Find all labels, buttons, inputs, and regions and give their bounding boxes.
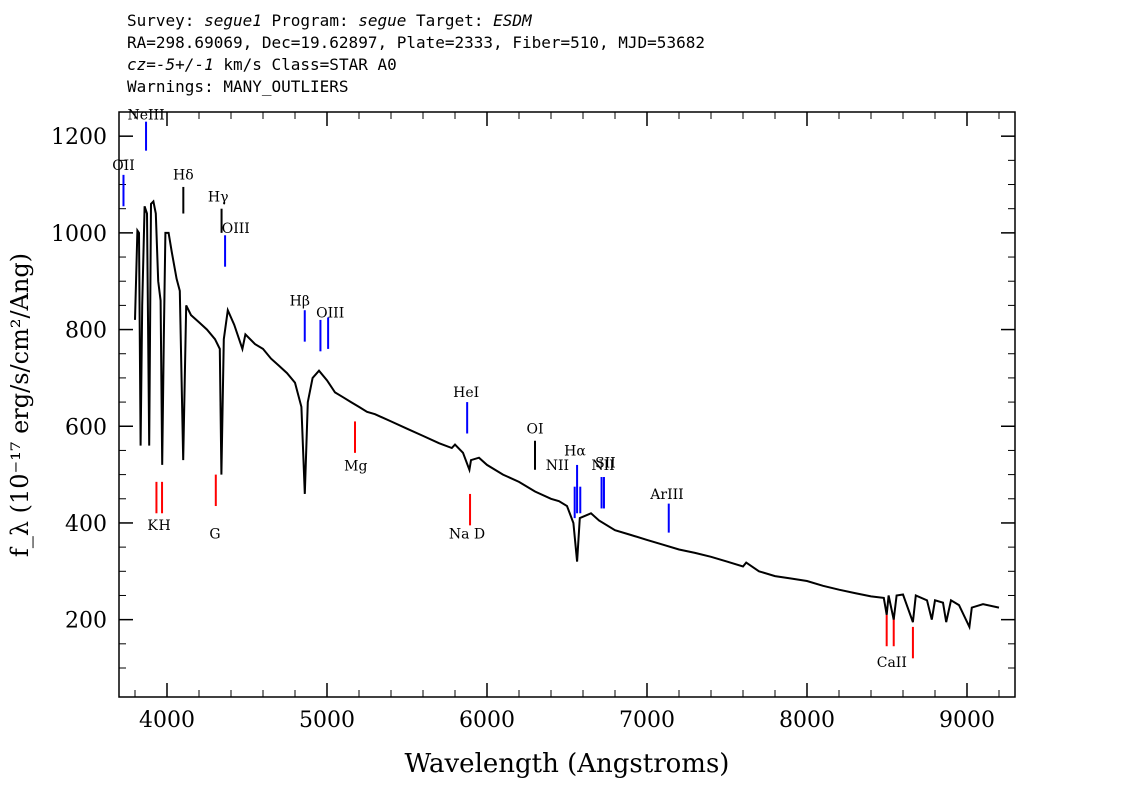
- header-line-survey: Survey: segue1 Program: segue Target: ES…: [127, 10, 705, 32]
- line-marker-label: K: [147, 518, 158, 534]
- line-marker-label: OIII: [316, 305, 344, 321]
- y-tick-label: 1000: [51, 222, 107, 247]
- line-marker-label: Hβ: [290, 293, 310, 309]
- line-marker-label: OIII: [222, 221, 250, 237]
- line-marker-label: Mg: [344, 459, 367, 475]
- y-tick-label: 600: [65, 415, 107, 440]
- header-line-warnings: Warnings: MANY_OUTLIERS: [127, 77, 349, 96]
- y-tick-label: 400: [65, 512, 107, 537]
- program-value: segue: [358, 11, 407, 30]
- y-tick-label: 200: [65, 609, 107, 634]
- line-marker-label: SII: [595, 455, 616, 471]
- line-marker-label: CaII: [877, 655, 907, 671]
- spectrum-line: [134, 199, 1000, 631]
- line-marker-label: NeIII: [127, 107, 164, 123]
- spectrum-header: Survey: segue1 Program: segue Target: ES…: [127, 10, 705, 98]
- line-marker-label: NII: [546, 458, 569, 474]
- x-tick-label: 4000: [139, 708, 195, 733]
- survey-label: Survey:: [127, 11, 195, 30]
- line-marker-label: G: [209, 526, 220, 542]
- line-marker-label: Hδ: [173, 168, 194, 184]
- target-value: ESDM: [493, 11, 532, 30]
- line-marker-label: OII: [112, 158, 135, 174]
- x-tick-label: 6000: [459, 708, 515, 733]
- line-marker-label: ArIII: [649, 487, 683, 503]
- cz-value: -5+/-1: [155, 55, 214, 74]
- x-tick-label: 5000: [299, 708, 355, 733]
- line-marker-label: Hγ: [208, 189, 229, 205]
- line-marker-label: NII: [591, 458, 614, 474]
- y-tick-label: 800: [65, 319, 107, 344]
- x-tick-label: 9000: [939, 708, 995, 733]
- line-marker-label: Na D: [449, 526, 485, 542]
- y-tick-label: 1200: [51, 125, 107, 150]
- axis-ticks: 4000 5000 6000 7000 8000 9000 200 400 600 800 1000…: [51, 112, 1015, 733]
- x-axis-label: Wavelength (Angstroms): [405, 749, 730, 779]
- cz-unit-class: km/s Class=STAR A0: [223, 55, 397, 74]
- line-marker-label: Hα: [564, 443, 586, 459]
- x-tick-label: 7000: [619, 708, 675, 733]
- plot-frame: [118, 111, 1016, 698]
- survey-value: segue1: [204, 11, 262, 30]
- line-marker-label: H: [158, 518, 170, 534]
- header-line-coords: RA=298.69069, Dec=19.62897, Plate=2333, …: [127, 33, 705, 52]
- header-line-redshift: cz=-5+/-1 km/s Class=STAR A0: [127, 54, 705, 76]
- line-markers: OIINeIIIHδHγOIIIHβOIIIHeIOINIIHαNIISIIAr…: [112, 107, 914, 671]
- line-marker-label: HeI: [453, 385, 479, 401]
- cz-label: cz=: [127, 55, 156, 74]
- x-tick-label: 8000: [779, 708, 835, 733]
- target-label: Target:: [416, 11, 484, 30]
- program-label: Program:: [271, 11, 349, 30]
- line-marker-label: OI: [526, 422, 543, 438]
- y-axis-label: f_λ (10⁻¹⁷ erg/s/cm²/Ang): [6, 253, 34, 557]
